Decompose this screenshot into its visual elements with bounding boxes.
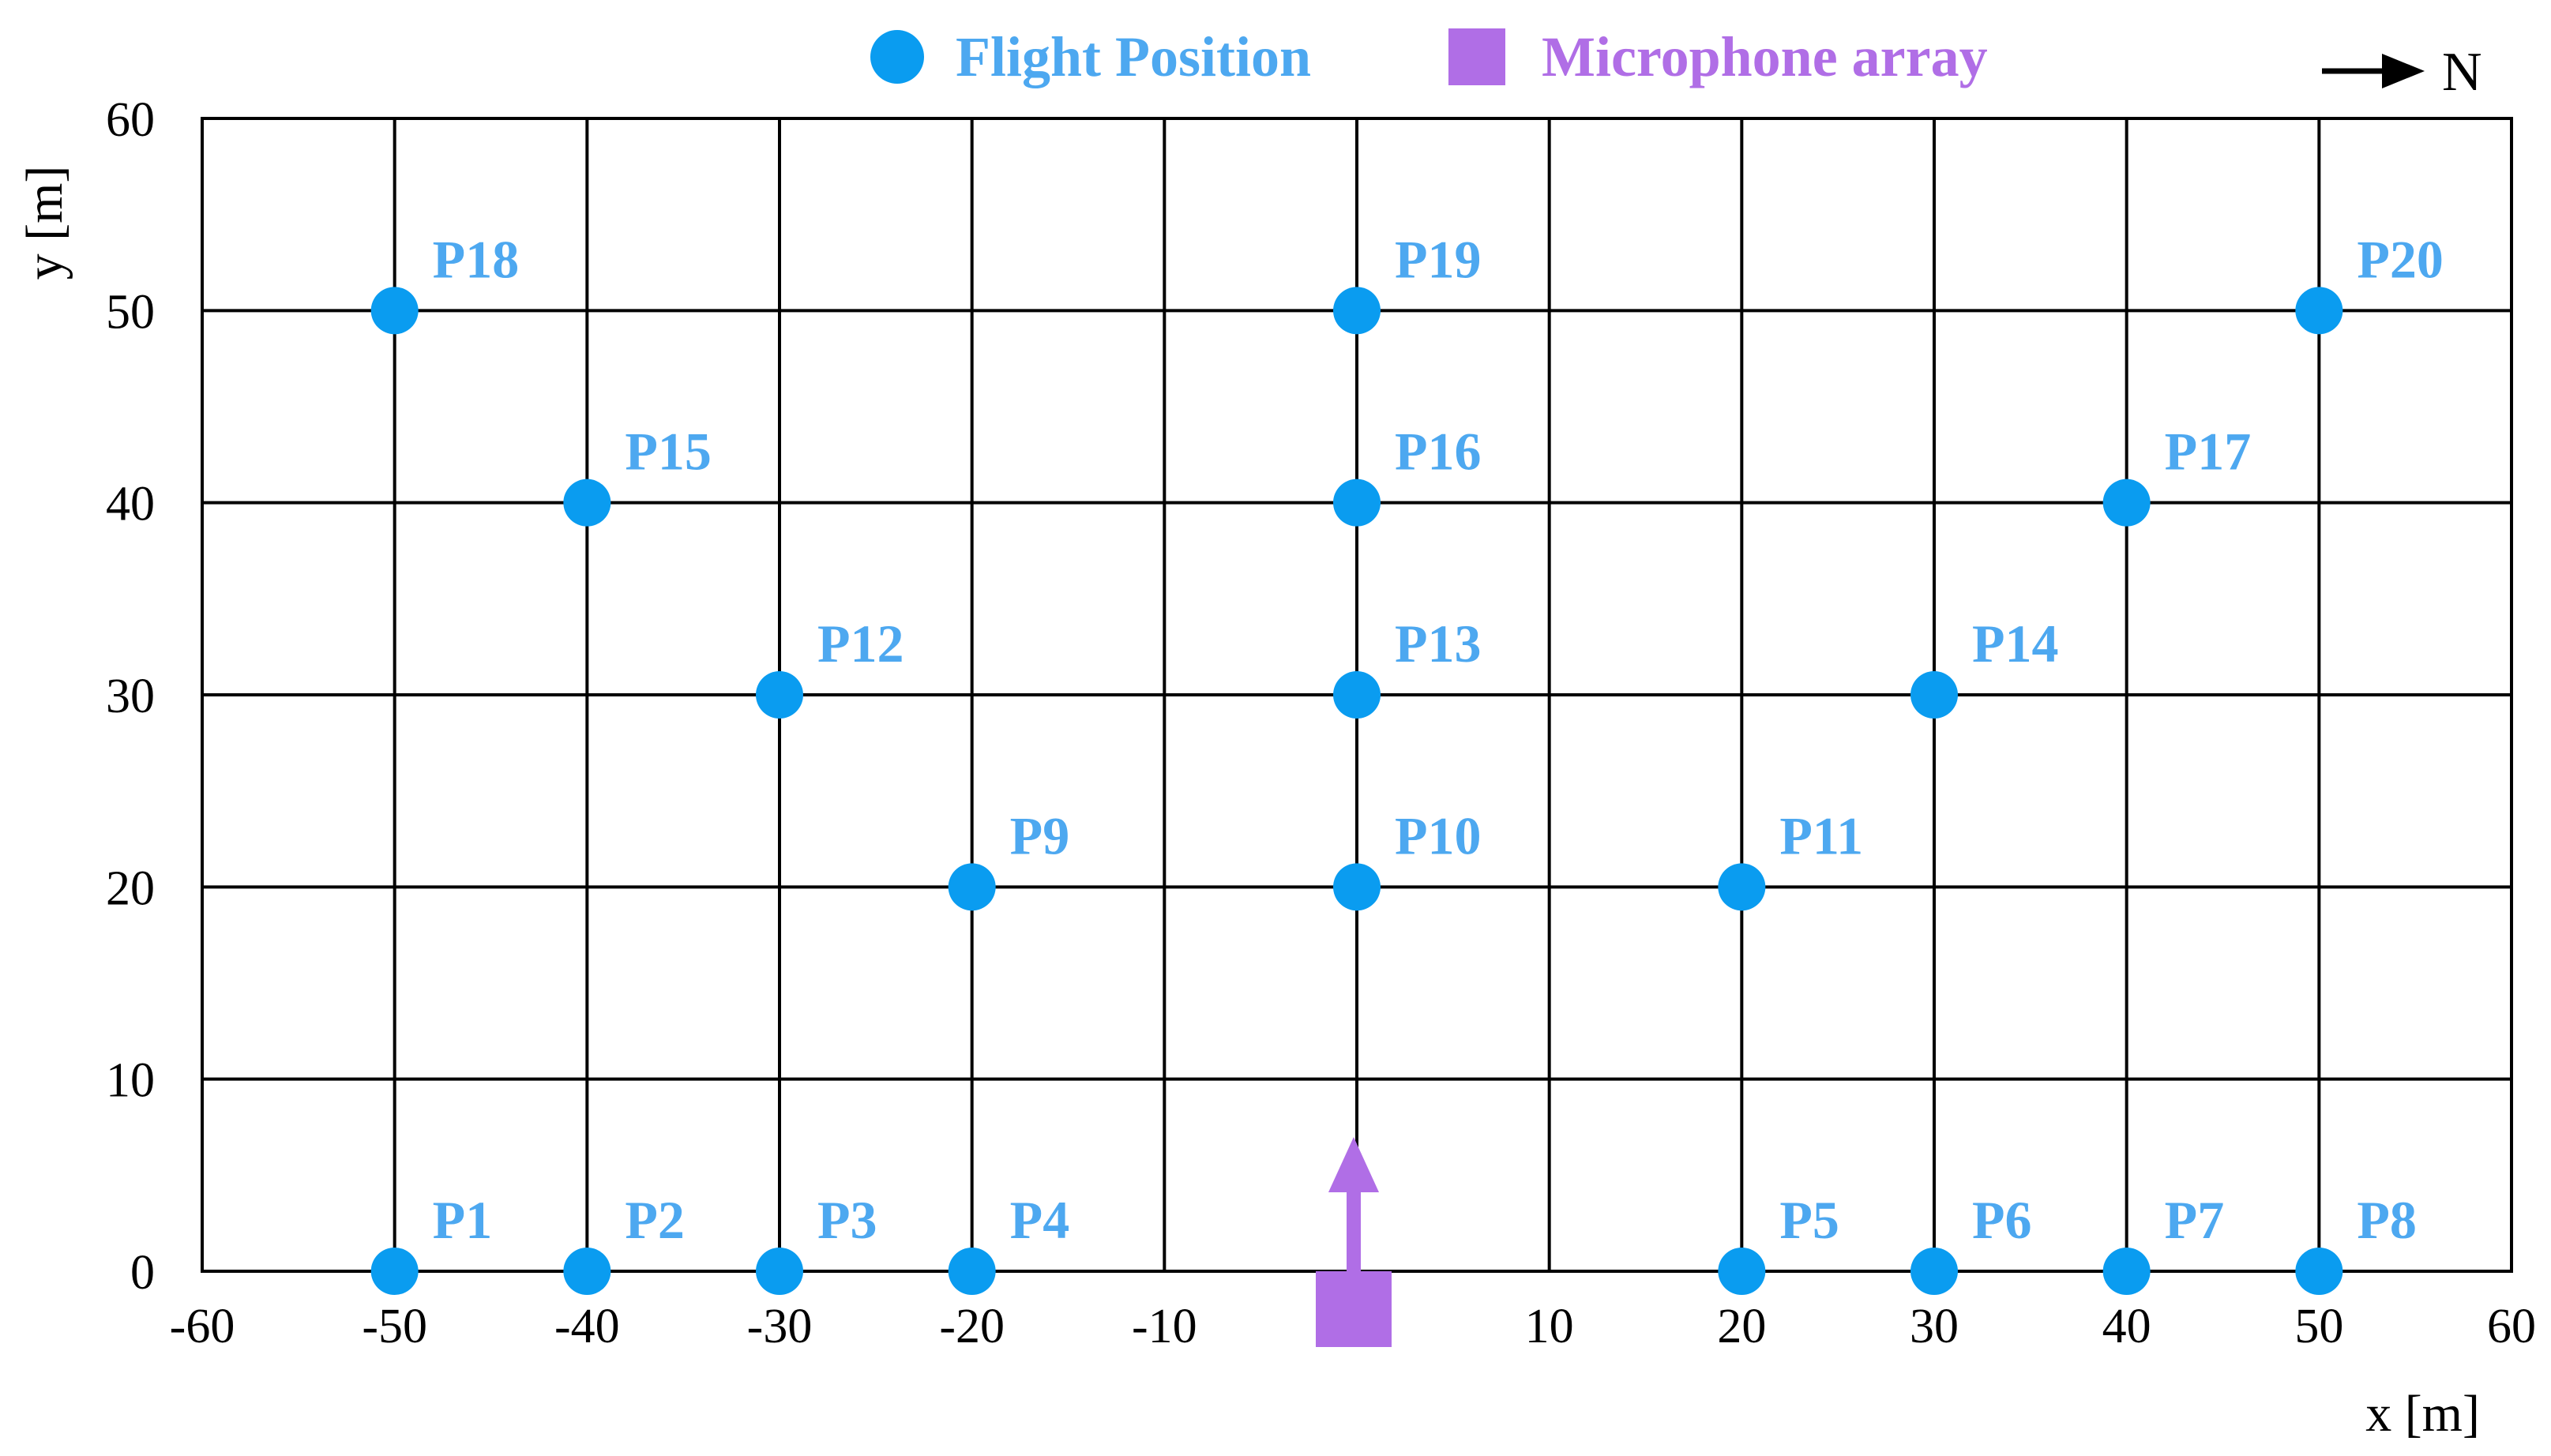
microphone-array-arrow-head — [1328, 1137, 1379, 1192]
flight-position-point-label: P1 — [433, 1190, 493, 1250]
flight-position-point — [563, 478, 611, 527]
x-tick-label: 50 — [2294, 1300, 2343, 1353]
flight-position-point-label: P2 — [625, 1190, 685, 1250]
x-tick-label: -10 — [1132, 1300, 1197, 1353]
flight-position-point-label: P19 — [1395, 229, 1482, 289]
y-tick-label: 40 — [106, 478, 155, 531]
flight-position-point — [2102, 478, 2151, 527]
flight-position-point — [2102, 1248, 2151, 1295]
flight-position-point-label: P18 — [433, 229, 520, 289]
x-tick-label: 40 — [2102, 1300, 2151, 1353]
flight-position-point — [2295, 1248, 2343, 1295]
flight-position-point — [563, 1248, 611, 1295]
x-tick-label: 30 — [1910, 1300, 1959, 1353]
flight-position-point-label: P16 — [1395, 422, 1482, 482]
legend-microphone-array-marker — [1448, 28, 1505, 85]
flight-position-point — [1333, 287, 1381, 335]
north-indicator: N — [2322, 42, 2482, 103]
flight-position-point-label: P11 — [1779, 805, 1863, 865]
y-tick-label: 50 — [106, 285, 155, 339]
flight-position-point-label: P12 — [817, 614, 904, 674]
y-tick-label: 20 — [106, 861, 155, 915]
x-axis-label: x [m] — [2365, 1385, 2480, 1443]
flight-position-point — [756, 1248, 803, 1295]
flight-position-point — [948, 1248, 996, 1295]
x-tick-label: 20 — [1717, 1300, 1766, 1353]
legend-flight-position-marker — [870, 30, 924, 84]
microphone-array-square — [1316, 1271, 1392, 1347]
microphone-array-arrow-shaft — [1347, 1189, 1361, 1278]
flight-position-point-label: P10 — [1395, 805, 1482, 865]
x-tick-label: -60 — [170, 1300, 235, 1353]
x-tick-label: -40 — [554, 1300, 620, 1353]
flight-position-point — [756, 671, 803, 719]
flight-position-point — [1910, 671, 1958, 719]
north-label: N — [2442, 42, 2482, 103]
y-tick-label: 60 — [106, 93, 155, 147]
x-tick-label: 10 — [1525, 1300, 1574, 1353]
x-tick-label: -50 — [362, 1300, 427, 1353]
flight-position-point-label: P6 — [1972, 1190, 2032, 1250]
flight-position-points: P1 P2 P3 P4 P5 P6 P7 P8 P9 P10 P11 P12 P13 P14 P15 P16 P… — [370, 229, 2444, 1295]
flight-position-point-label: P3 — [817, 1190, 877, 1250]
legend-microphone-array-label: Microphone array — [1542, 25, 1988, 88]
flight-position-point — [1718, 863, 1766, 911]
flight-position-point-label: P4 — [1010, 1190, 1070, 1250]
legend: Flight Position Microphone array — [870, 25, 1988, 88]
flight-position-point — [1333, 863, 1381, 911]
y-tick-label: 10 — [106, 1054, 155, 1108]
flight-position-point — [370, 1248, 419, 1295]
flight-position-point-label: P7 — [2165, 1190, 2225, 1250]
flight-position-point — [1333, 478, 1381, 527]
y-tick-label: 0 — [130, 1246, 155, 1300]
flight-position-point — [1333, 671, 1381, 719]
north-arrow-head — [2382, 54, 2425, 88]
x-tick-label: 60 — [2487, 1300, 2536, 1353]
flight-position-point-label: P20 — [2357, 229, 2444, 289]
microphone-array-marker — [1316, 1137, 1392, 1347]
flight-position-point-label: P9 — [1010, 805, 1070, 865]
flight-position-point — [948, 863, 996, 911]
flight-position-point-label: P15 — [625, 422, 712, 482]
flight-position-point — [1718, 1248, 1766, 1295]
y-axis-label: y [m] — [16, 166, 73, 280]
legend-flight-position-label: Flight Position — [956, 25, 1311, 88]
x-tick-label: -30 — [747, 1300, 813, 1353]
flight-position-point-label: P17 — [2165, 422, 2252, 482]
flight-position-point — [1910, 1248, 1958, 1295]
flight-position-point-label: P8 — [2357, 1190, 2417, 1250]
flight-position-point — [2295, 287, 2343, 335]
flight-position-point-label: P5 — [1779, 1190, 1839, 1250]
x-tick-label: -20 — [939, 1300, 1005, 1353]
y-tick-label: 30 — [106, 670, 155, 723]
flight-position-point-label: P13 — [1395, 614, 1482, 674]
flight-position-point — [370, 287, 419, 335]
flight-position-point-label: P14 — [1972, 614, 2059, 674]
tick-labels: -60 -50 -40 -30 -20 -10 10 20 30 40 50 60 0 10 20 30 40 5… — [106, 93, 2536, 1353]
